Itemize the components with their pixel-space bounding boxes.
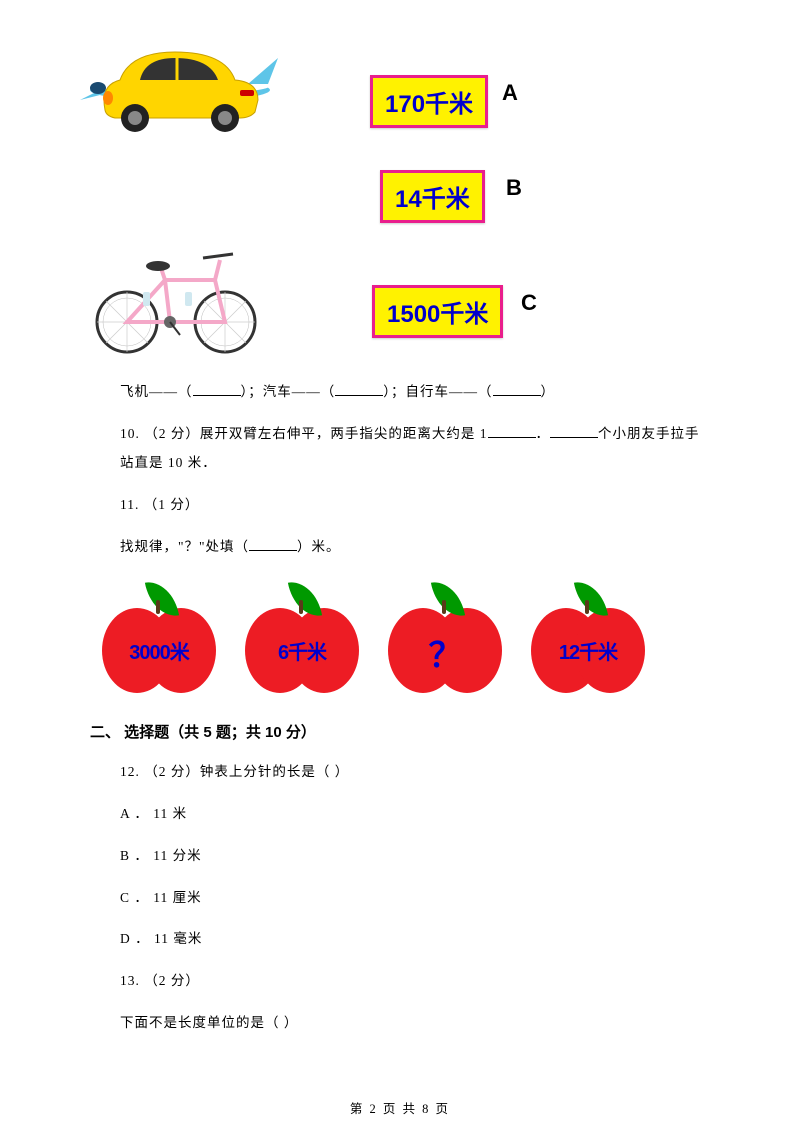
q9-prefix: 飞机——（ [120, 384, 193, 399]
apple-4: 12千米 [529, 586, 647, 696]
q10-line: 10. （2 分）展开双臂左右伸平，两手指尖的距离大约是 1．个小朋友手拉手站直… [120, 419, 710, 478]
q12-option-d[interactable]: D ． 11 毫米 [120, 924, 710, 954]
distance-box-a: 170千米 [370, 75, 488, 128]
q12-stem: 12. （2 分）钟表上分针的长是（ ） [120, 757, 710, 787]
q11-text-1: 找规律，"？"处填（ [120, 539, 249, 554]
apples-sequence-figure: 3000米 6千米 ？ 12千米 [100, 586, 710, 696]
apple-2-text: 6千米 [243, 636, 361, 665]
q10-text-1: 10. （2 分）展开双臂左右伸平，两手指尖的距离大约是 1 [120, 426, 488, 441]
q9-blank-1[interactable] [193, 382, 241, 396]
stem-icon [156, 600, 160, 614]
stem-icon [442, 600, 446, 614]
label-b: B [506, 175, 522, 201]
q9-blank-3[interactable] [493, 382, 541, 396]
section-2-title: 二、 选择题（共 5 题；共 10 分） [90, 721, 710, 742]
q11-blank[interactable] [249, 537, 297, 551]
q12-option-c[interactable]: C ． 11 厘米 [120, 883, 710, 913]
q13-label: 13. （2 分） [120, 966, 710, 996]
q11-text-2: ）米。 [297, 539, 341, 554]
bicycle-image [85, 240, 270, 355]
q9-blank-2[interactable] [335, 382, 383, 396]
q12-option-b[interactable]: B ． 11 分米 [120, 841, 710, 871]
page-footer: 第 2 页 共 8 页 [0, 1098, 800, 1117]
label-c: C [521, 290, 537, 316]
q9-suffix: ） [541, 384, 556, 399]
q10-blank-1[interactable] [488, 424, 536, 438]
q13-stem: 下面不是长度单位的是（ ） [120, 1008, 710, 1038]
apple-4-text: 12千米 [529, 636, 647, 665]
distance-box-c: 1500千米 [372, 285, 503, 338]
q10-blank-2[interactable] [550, 424, 598, 438]
q10-mid: ． [536, 426, 551, 441]
car-image [90, 40, 265, 135]
apple-1: 3000米 [100, 586, 218, 696]
apple-3-text: ？ [386, 628, 504, 677]
stem-icon [585, 600, 589, 614]
apple-1-text: 3000米 [100, 636, 218, 665]
stem-icon [299, 600, 303, 614]
apple-3: ？ [386, 586, 504, 696]
q9-mid1: ）；汽车——（ [241, 384, 336, 399]
distance-box-b: 14千米 [380, 170, 485, 223]
label-a: A [502, 80, 518, 106]
vehicles-matching-figure: 170千米 A 14千米 B 1500千米 C [90, 40, 710, 365]
q9-fill-line: 飞机——（ ）；汽车——（ ）；自行车——（ ） [120, 377, 710, 407]
q9-mid2: ）；自行车——（ [383, 384, 492, 399]
q11-line: 找规律，"？"处填（ ）米。 [120, 532, 710, 562]
apple-2: 6千米 [243, 586, 361, 696]
q12-option-a[interactable]: A ． 11 米 [120, 799, 710, 829]
q11-label: 11. （1 分） [120, 490, 710, 520]
